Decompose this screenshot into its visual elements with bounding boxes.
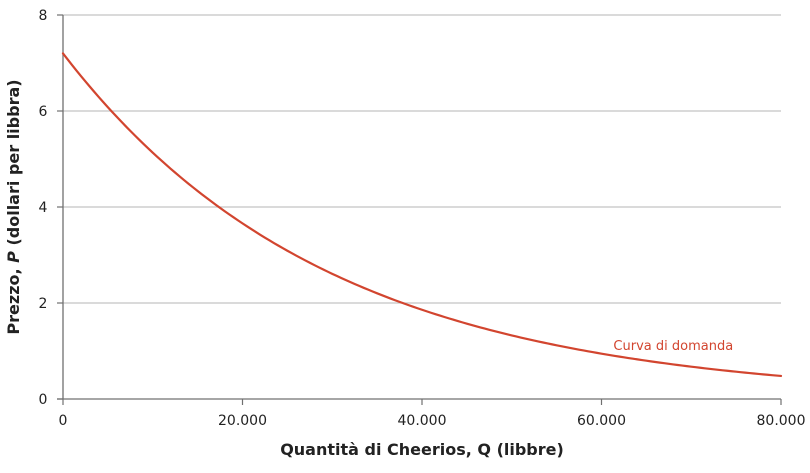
y-tick-label: 2: [39, 296, 48, 312]
x-axis-ticks: 0 20.000 40.000 60.000 80.000: [59, 399, 806, 429]
demand-curve: [61, 52, 783, 378]
x-tick-label: 20.000: [218, 413, 267, 429]
x-tick-label: 40.000: [398, 413, 447, 429]
x-tick-label: 80.000: [757, 413, 806, 429]
x-axis-title: Quantità di Cheerios, Q (libbre): [280, 440, 564, 459]
y-tick-label: 4: [39, 200, 48, 216]
horizontal-gridlines: [63, 14, 781, 304]
x-tick-label: 0: [59, 413, 68, 429]
y-tick-label: 0: [39, 392, 48, 408]
y-axis-title: Prezzo, P (dollari per libbra): [4, 79, 23, 334]
y-tick-label: 8: [39, 8, 48, 24]
x-tick-label: 60.000: [577, 413, 626, 429]
y-tick-label: 6: [39, 104, 48, 120]
y-axis-ticks: 0 2 4 6 8: [39, 8, 63, 408]
demand-curve-label: Curva di domanda: [613, 339, 733, 354]
